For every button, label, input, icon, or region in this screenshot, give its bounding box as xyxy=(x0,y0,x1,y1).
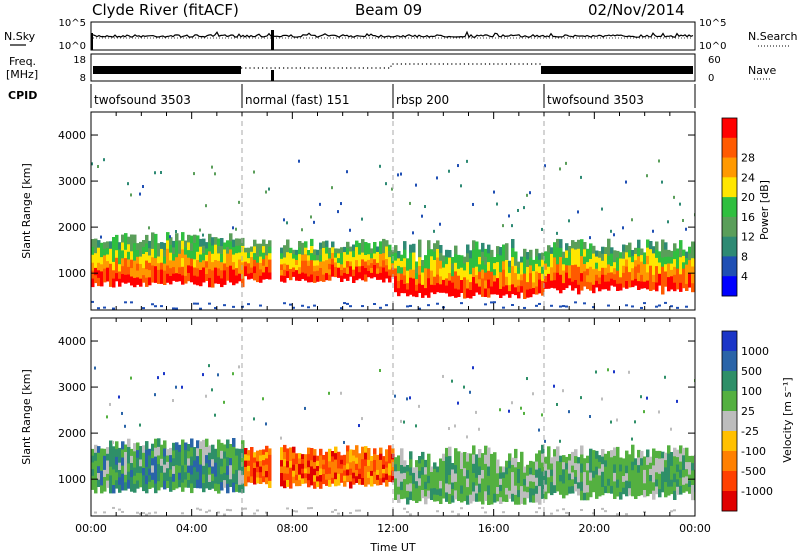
nave-tick-bottom: 0 xyxy=(708,73,714,84)
noise-tick-right-bottom: 10^0 xyxy=(699,41,726,52)
colorbar-swatch xyxy=(722,411,737,432)
colorbar-tick-label: 8 xyxy=(741,250,748,263)
power-time-gridlines xyxy=(241,112,545,310)
frequency-band-twofsound-2 xyxy=(541,66,693,74)
x-tick-label: 04:00 xyxy=(176,522,208,535)
colorbar-swatch xyxy=(722,331,737,352)
y-tick-label: 1000 xyxy=(58,267,86,280)
velocity-panel: 1000 2000 3000 4000 00:00 04:00 08:00 12:00 16:… xyxy=(20,317,711,554)
colorbar-tick-label: 12 xyxy=(741,231,755,244)
colorbar-tick-label: 24 xyxy=(741,171,755,184)
power-colorbar: Power [dB] 4 8 12 16 20 24 28 xyxy=(721,117,771,297)
y-tick-label: 4000 xyxy=(58,335,86,348)
freq-tick-top: 18 xyxy=(73,55,86,66)
colorbar-swatch xyxy=(722,431,737,452)
nsearch-label: N.Search xyxy=(748,30,798,43)
colorbar-swatch xyxy=(722,157,737,178)
noise-sky-line xyxy=(92,30,694,39)
x-tick-label: 00:00 xyxy=(679,522,711,535)
velocity-scatter xyxy=(91,364,695,516)
frequency-panel: Freq. [MHz] Nave 18 8 60 0 xyxy=(6,53,776,84)
colorbar-swatch xyxy=(722,351,737,372)
nave-label: Nave xyxy=(748,64,776,77)
colorbar-swatch xyxy=(722,256,737,277)
cpid-segment-label: twofsound 3503 xyxy=(94,93,191,107)
colorbar-tick-label: 4 xyxy=(741,270,748,283)
freq-tick-bottom: 8 xyxy=(80,73,86,84)
colorbar-swatch xyxy=(722,451,737,472)
colorbar-swatch xyxy=(722,371,737,392)
nave-tick-top: 60 xyxy=(708,55,721,66)
freq-label: Freq. xyxy=(9,55,36,68)
y-tick-label: 3000 xyxy=(58,381,86,394)
power-colorbar-label: Power [dB] xyxy=(758,180,771,240)
time-axis-label: Time UT xyxy=(369,541,415,554)
colorbar-swatch xyxy=(722,216,737,237)
velocity-colorbar-label: Velocity [m s⁻¹] xyxy=(781,377,794,462)
y-tick-label: 2000 xyxy=(58,221,86,234)
colorbar-swatch xyxy=(722,236,737,257)
frequency-band-twofsound-1 xyxy=(93,66,241,74)
y-tick-label: 1000 xyxy=(58,473,86,486)
colorbar-swatch xyxy=(722,137,737,158)
frequency-frame xyxy=(90,53,696,82)
x-tick-label: 00:00 xyxy=(75,522,107,535)
noise-gap-marker xyxy=(271,30,274,50)
y-tick-label: 2000 xyxy=(58,427,86,440)
nsky-label: N.Sky xyxy=(4,30,36,43)
cpid-segment-label: rbsp 200 xyxy=(396,93,449,107)
colorbar-tick-label: -25 xyxy=(741,425,759,438)
colorbar-tick-label: 28 xyxy=(741,152,755,165)
power-x-axis xyxy=(90,112,696,310)
frequency-gap-marker xyxy=(271,70,274,81)
colorbar-swatch xyxy=(722,177,737,198)
cpid-panel: CPID twofsound 3503 normal (fast) 151 rbsp… xyxy=(8,84,696,108)
x-tick-label: 12:00 xyxy=(377,522,409,535)
colorbar-swatch xyxy=(722,471,737,492)
x-tick-label: 20:00 xyxy=(578,522,610,535)
y-tick-label: 4000 xyxy=(58,129,86,142)
nave-line xyxy=(241,63,541,69)
noise-tick-right-top: 10^5 xyxy=(699,18,726,29)
beam-title: Beam 09 xyxy=(355,1,422,19)
colorbar-swatch xyxy=(722,118,737,139)
noise-tick-left-top: 10^5 xyxy=(59,18,86,29)
cpid-label: CPID xyxy=(8,89,37,102)
colorbar-tick-label: 20 xyxy=(741,191,755,204)
velocity-time-gridlines xyxy=(241,318,545,516)
colorbar-tick-label: 500 xyxy=(741,365,762,378)
date-title: 02/Nov/2014 xyxy=(588,1,685,19)
x-tick-label: 16:00 xyxy=(478,522,510,535)
freq-unit-label: [MHz] xyxy=(6,68,38,81)
y-tick-label: 3000 xyxy=(58,175,86,188)
power-panel: 1000 2000 3000 4000 Slant Range [km] xyxy=(20,111,696,311)
colorbar-tick-label: 100 xyxy=(741,385,762,398)
colorbar-swatch xyxy=(722,391,737,412)
power-y-label: Slant Range [km] xyxy=(20,163,33,259)
x-tick-label: 08:00 xyxy=(276,522,308,535)
velocity-y-label: Slant Range [km] xyxy=(20,369,33,465)
colorbar-tick-label: 1000 xyxy=(741,345,769,358)
cpid-segment-label: normal (fast) 151 xyxy=(245,93,349,107)
colorbar-swatch xyxy=(722,491,737,512)
noise-start-marker xyxy=(91,33,93,50)
colorbar-tick-label: -500 xyxy=(741,465,766,478)
colorbar-tick-label: -1000 xyxy=(741,485,773,498)
colorbar-swatch xyxy=(722,197,737,218)
colorbar-tick-label: -100 xyxy=(741,445,766,458)
velocity-y-axis: 1000 2000 3000 4000 xyxy=(58,335,695,486)
power-y-axis: 1000 2000 3000 4000 xyxy=(58,129,695,280)
colorbar-tick-label: 16 xyxy=(741,211,755,224)
noise-panel: N.Sky N.Search 10^5 10^0 10^5 10^0 xyxy=(4,18,798,52)
power-scatter xyxy=(91,158,695,310)
colorbar-swatch xyxy=(722,276,737,297)
noise-tick-left-bottom: 10^0 xyxy=(59,41,86,52)
velocity-colorbar: Velocity [m s⁻¹] 1000 500 100 25 -25 -100 -500… xyxy=(721,330,794,512)
cpid-segment-label: twofsound 3503 xyxy=(547,93,644,107)
velocity-x-axis: 00:00 04:00 08:00 12:00 16:00 20:00 00:00 xyxy=(75,318,711,535)
colorbar-tick-label: 25 xyxy=(741,405,755,418)
station-title: Clyde River (fitACF) xyxy=(92,1,239,19)
